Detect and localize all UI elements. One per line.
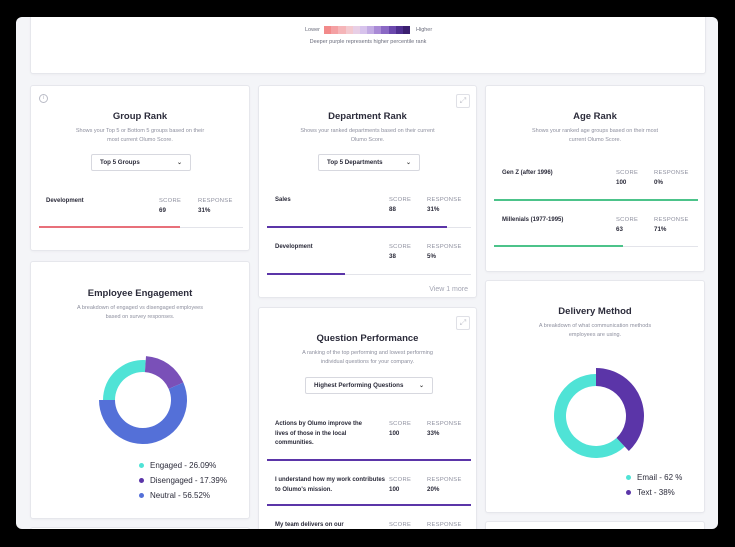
chevron-down-icon: ⌄	[176, 160, 182, 166]
age-rank-card: Age Rank Shows your ranked age groups ba…	[485, 85, 705, 272]
department-response-label: RESPONSE	[427, 197, 462, 203]
engagement-title: Employee Engagement	[87, 288, 193, 299]
engagement-donut-chart	[99, 356, 187, 444]
disengaged-slice	[144, 356, 184, 389]
department-row-bar	[267, 226, 447, 228]
department-score-value: 38	[389, 253, 396, 260]
engagement-legend-item: Disengaged - 17.39%	[139, 476, 227, 485]
group-rank-card: i Group Rank Shows your Top 5 or Bottom …	[30, 85, 250, 251]
age-response-label: RESPONSE	[654, 217, 689, 223]
partial-card	[30, 527, 250, 529]
age-response-value: 71%	[654, 226, 667, 233]
age-score-label: SCORE	[616, 217, 639, 223]
question-score-label: SCORE	[389, 477, 412, 483]
department-rank-card: ⤢ Department Rank Shows your ranked depa…	[258, 85, 477, 298]
department-response-value: 5%	[427, 253, 436, 260]
chevron-down-icon: ⌄	[405, 160, 411, 166]
age-response-label: RESPONSE	[654, 170, 689, 176]
engagement-card: Employee Engagement A breakdown of engag…	[30, 261, 250, 519]
text-dot	[626, 490, 631, 495]
partial-card	[485, 521, 705, 529]
email-slice	[554, 374, 625, 458]
question-response-label: RESPONSE	[427, 421, 462, 427]
question-performance-dropdown[interactable]: Highest Performing Questions ⌄	[305, 377, 433, 394]
engagement-legend-item: Engaged - 26.09%	[139, 461, 216, 470]
age-row-name: Millenials (1977-1995)	[502, 217, 564, 223]
neutral-slice	[99, 382, 187, 444]
group-row-name: Development	[46, 198, 84, 204]
age-rank-subtitle: Shows your ranked age groups based on th…	[532, 128, 658, 143]
age-score-value: 100	[616, 179, 627, 186]
question-response-label: RESPONSE	[427, 522, 462, 528]
legend-card: Lower Higher Deeper purple represents hi…	[30, 17, 706, 74]
question-response-value: 20%	[427, 486, 440, 493]
question-row-bar	[267, 504, 471, 506]
age-score-label: SCORE	[616, 170, 639, 176]
info-icon[interactable]: i	[39, 94, 48, 103]
group-rank-subtitle: Shows your Top 5 or Bottom 5 groups base…	[75, 128, 205, 143]
expand-icon[interactable]: ⤢	[456, 94, 470, 108]
department-rank-title: Department Rank	[328, 111, 407, 122]
question-row-bar	[267, 459, 471, 461]
department-row-name: Development	[275, 244, 313, 250]
question-response-label: RESPONSE	[427, 477, 462, 483]
group-rank-title: Group Rank	[112, 111, 168, 122]
question-performance-subtitle: A ranking of the top performing and lowe…	[302, 350, 433, 365]
age-row-bar	[494, 245, 623, 247]
expand-icon[interactable]: ⤢	[456, 316, 470, 330]
question-performance-card: ⤢ Question Performance A ranking of the …	[258, 307, 477, 529]
department-score-value: 88	[389, 206, 396, 213]
delivery-subtitle: A breakdown of what communication method…	[538, 323, 652, 338]
chevron-down-icon: ⌄	[418, 383, 424, 389]
question-score-value: 100	[389, 430, 400, 437]
department-score-label: SCORE	[389, 244, 412, 250]
age-rank-title: Age Rank	[573, 111, 617, 122]
legend-higher: Higher	[416, 27, 433, 33]
engaged-slice	[103, 360, 146, 400]
engagement-legend-item: Neutral - 56.52%	[139, 491, 210, 500]
age-row-name: Gen Z (after 1996)	[502, 170, 553, 176]
disengaged-dot	[139, 478, 144, 483]
age-response-value: 0%	[654, 179, 663, 186]
question-response-value: 33%	[427, 430, 440, 437]
delivery-legend-item: Email - 62 %	[626, 473, 682, 482]
neutral-dot	[139, 493, 144, 498]
age-row-bar	[494, 199, 698, 201]
question-row-name: I understand how my work contributes to …	[275, 477, 386, 493]
question-score-label: SCORE	[389, 421, 412, 427]
group-rank-dropdown[interactable]: Top 5 Groups ⌄	[91, 154, 191, 171]
dashboard: Lower Higher Deeper purple represents hi…	[16, 17, 718, 529]
department-response-label: RESPONSE	[427, 244, 462, 250]
delivery-donut-chart	[554, 368, 644, 458]
department-rank-subtitle: Shows your ranked departments based on t…	[300, 128, 435, 143]
text-slice	[596, 368, 644, 451]
question-score-value: 100	[389, 486, 400, 493]
question-score-label: SCORE	[389, 522, 412, 528]
legend-caption: Deeper purple represents higher percenti…	[309, 39, 427, 45]
question-row-name: Actions by Olumo improve the lives of th…	[275, 421, 363, 447]
view-more-link[interactable]: View 1 more	[429, 286, 468, 293]
department-score-label: SCORE	[389, 197, 412, 203]
department-rank-dropdown[interactable]: Top 5 Departments ⌄	[318, 154, 420, 171]
delivery-method-card: Delivery Method A breakdown of what comm…	[485, 280, 705, 513]
delivery-legend-item: Text - 38%	[626, 488, 675, 497]
group-row-bar	[39, 226, 180, 228]
engaged-dot	[139, 463, 144, 468]
question-performance-title: Question Performance	[316, 333, 419, 344]
department-response-value: 31%	[427, 206, 440, 213]
group-response-label: RESPONSE	[198, 198, 233, 204]
group-score-value: 69	[159, 207, 166, 214]
age-score-value: 63	[616, 226, 623, 233]
delivery-title: Delivery Method	[558, 306, 632, 317]
legend-lower: Lower	[305, 27, 320, 33]
email-dot	[626, 475, 631, 480]
engagement-subtitle: A breakdown of engaged vs disengaged emp…	[77, 305, 203, 320]
department-row-bar	[267, 273, 345, 275]
group-response-value: 31%	[198, 207, 211, 214]
group-score-label: SCORE	[159, 198, 182, 204]
question-row-name: My team delivers on our	[275, 522, 344, 528]
department-row-name: Sales	[275, 197, 291, 203]
legend-gradient	[324, 26, 411, 34]
department-row-track	[267, 274, 471, 275]
